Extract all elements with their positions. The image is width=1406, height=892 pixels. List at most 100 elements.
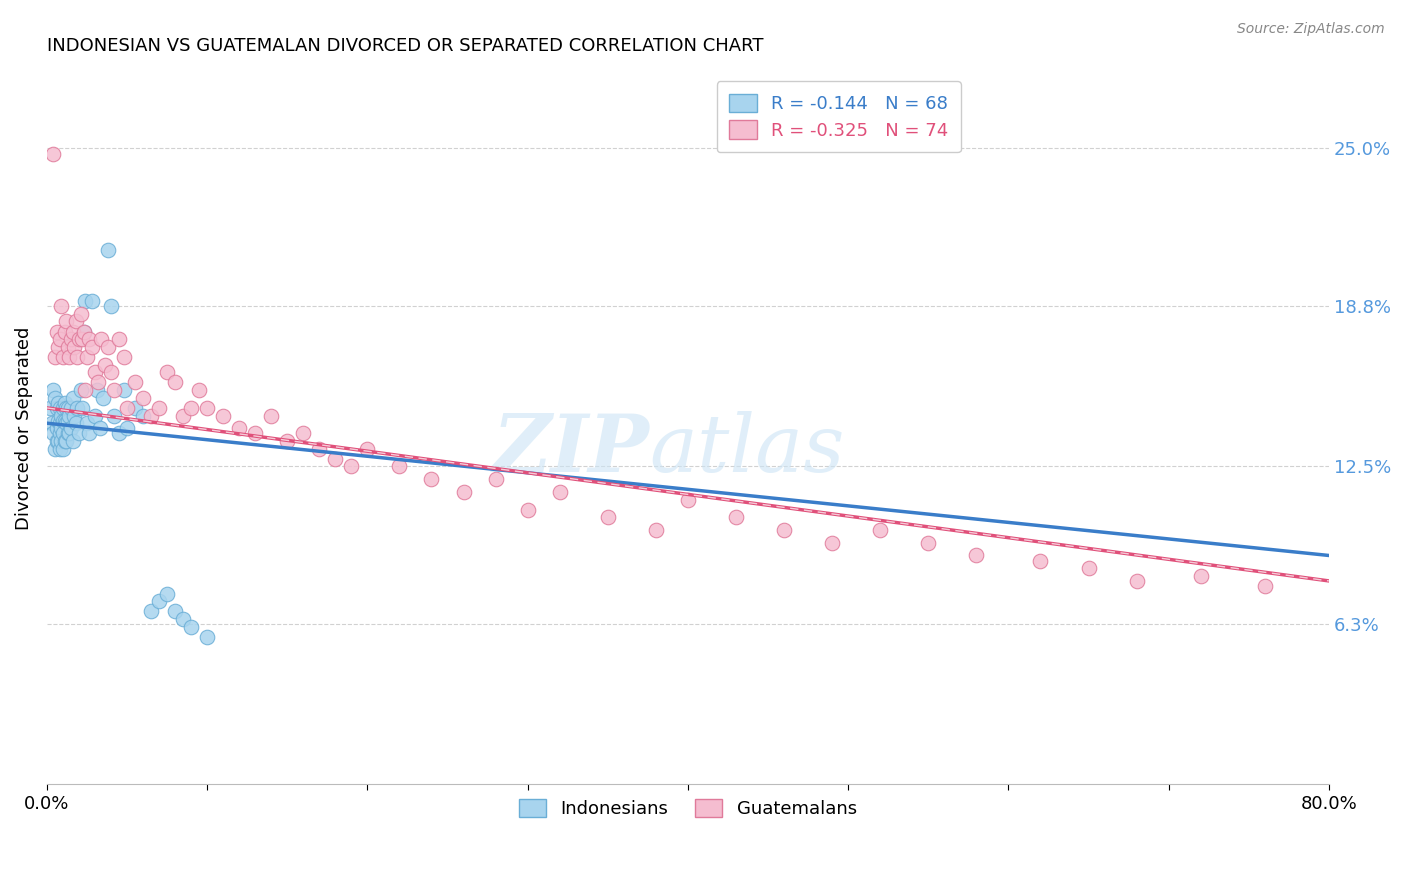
Point [44,391,66,405]
Point [63,340,86,354]
Point [100,365,122,379]
Point [58,350,80,364]
Point [86,383,108,397]
Point [165,604,187,618]
Point [91,391,114,405]
Point [356,442,378,456]
Point [484,472,506,486]
Point [80,294,103,309]
Point [676,492,699,507]
Text: atlas: atlas [650,411,845,489]
Point [308,442,330,456]
Point [77,332,100,346]
Point [53,434,76,448]
Point [44,442,66,456]
Point [65,416,87,430]
Point [90,332,112,346]
Point [139,409,162,423]
Point [55,434,77,448]
Point [52,414,75,428]
Point [87,376,110,390]
Point [112,350,135,364]
Point [59,421,82,435]
Point [55,314,77,328]
Point [59,401,82,415]
Point [93,358,115,372]
Point [51,409,73,423]
Point [115,421,138,435]
Point [917,535,939,549]
Point [62,434,84,448]
Point [52,426,75,441]
Text: Source: ZipAtlas.com: Source: ZipAtlas.com [1237,22,1385,37]
Point [41,416,63,430]
Point [58,409,80,423]
Point [1189,569,1212,583]
Point [112,383,135,397]
Point [1254,579,1277,593]
Point [1077,561,1099,575]
Point [55,416,77,430]
Point [48,416,70,430]
Point [172,409,194,423]
Point [84,365,107,379]
Point [148,594,170,608]
Point [388,459,411,474]
Point [53,414,76,428]
Point [56,414,79,428]
Point [276,434,298,448]
Point [212,409,235,423]
Point [773,523,796,537]
Point [56,401,79,415]
Point [156,365,179,379]
Point [75,383,97,397]
Point [260,409,283,423]
Point [73,325,96,339]
Point [77,426,100,441]
Point [644,523,666,537]
Point [103,383,125,397]
Point [69,383,91,397]
Point [51,421,73,435]
Point [97,244,120,258]
Point [56,340,79,354]
Point [67,426,90,441]
Point [124,376,146,390]
Point [188,383,211,397]
Point [1125,574,1147,588]
Point [132,391,155,405]
Point [821,535,844,549]
Point [195,630,218,644]
Point [66,350,89,364]
Point [75,294,97,309]
Point [52,350,75,364]
Point [39,401,62,415]
Point [325,451,347,466]
Point [66,401,89,415]
Point [172,612,194,626]
Text: INDONESIAN VS GUATEMALAN DIVORCED OR SEPARATED CORRELATION CHART: INDONESIAN VS GUATEMALAN DIVORCED OR SEP… [46,37,763,55]
Point [139,604,162,618]
Point [596,510,619,524]
Point [73,325,96,339]
Point [63,409,86,423]
Point [180,620,202,634]
Point [52,401,75,415]
Point [46,340,69,354]
Point [62,325,84,339]
Point [45,325,67,339]
Point [55,401,77,415]
Point [340,459,363,474]
Point [89,421,111,435]
Point [84,409,107,423]
Point [132,409,155,423]
Y-axis label: Divorced or Separated: Divorced or Separated [15,326,32,530]
Point [516,502,538,516]
Point [51,299,73,313]
Point [453,484,475,499]
Point [195,401,218,415]
Point [53,325,76,339]
Point [180,401,202,415]
Point [70,332,93,346]
Point [148,401,170,415]
